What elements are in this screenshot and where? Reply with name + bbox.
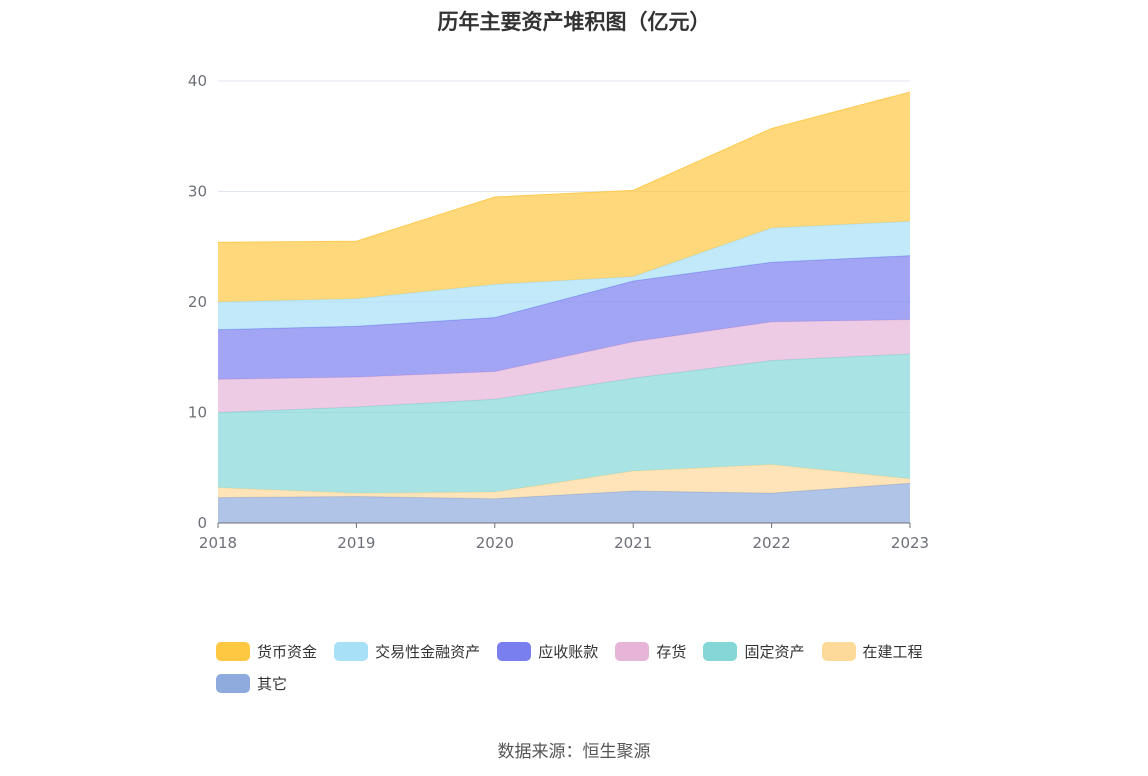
y-tick-label: 0 xyxy=(197,514,207,532)
legend-swatch xyxy=(334,641,369,661)
legend-swatch xyxy=(497,641,532,661)
data-source: 数据来源：恒生聚源 xyxy=(497,742,651,762)
legend-swatch xyxy=(615,641,650,661)
legend-label: 固定资产 xyxy=(744,642,805,661)
area-其它 xyxy=(218,483,910,523)
area-固定资产 xyxy=(218,353,910,494)
y-tick-label: 20 xyxy=(188,293,207,311)
y-tick-label: 40 xyxy=(188,72,207,90)
area-交易性金融资产 xyxy=(218,221,910,330)
y-tick-label: 10 xyxy=(188,404,207,422)
area-应收账款 xyxy=(218,255,910,380)
legend-item-other[interactable]: 其它 xyxy=(216,672,287,694)
legend-label: 其它 xyxy=(257,674,288,693)
legend-item-construction-in-progress[interactable]: 在建工程 xyxy=(821,640,923,662)
chart-title: 历年主要资产堆积图（亿元） xyxy=(437,10,711,34)
area-series xyxy=(217,91,911,523)
legend-item-receivables[interactable]: 应收账款 xyxy=(497,640,598,662)
legend-swatch xyxy=(821,641,856,661)
axes: 0 10 20 30 40 2018 2019 2020 2021 2022 2023 xyxy=(188,72,929,552)
area-edge-货币资金 xyxy=(217,91,911,243)
area-货币资金 xyxy=(218,92,910,302)
legend-label: 应收账款 xyxy=(538,642,599,661)
x-tick-label: 2019 xyxy=(337,534,375,552)
x-tick-label: 2020 xyxy=(476,534,514,552)
x-tick-label: 2021 xyxy=(614,534,652,552)
legend-swatch xyxy=(703,641,738,661)
legend-label: 在建工程 xyxy=(862,642,923,661)
legend-item-cash[interactable]: 货币资金 xyxy=(216,640,317,662)
legend-swatch xyxy=(216,673,250,693)
area-存货 xyxy=(218,319,910,413)
legend-label: 货币资金 xyxy=(257,642,318,661)
legend-item-inventory[interactable]: 存货 xyxy=(615,640,686,662)
legend-label: 存货 xyxy=(656,642,687,661)
legend-item-trading-financial-assets[interactable]: 交易性金融资产 xyxy=(334,640,480,662)
x-tick-label: 2018 xyxy=(199,534,237,552)
x-tick-label: 2023 xyxy=(891,534,929,552)
legend-label: 交易性金融资产 xyxy=(375,642,481,661)
x-tick-label: 2022 xyxy=(753,534,791,552)
legend-swatch xyxy=(216,641,250,661)
legend: 货币资金 交易性金融资产 应收账款 存货 固定资产 在建工程 其它 xyxy=(216,640,956,704)
y-tick-label: 30 xyxy=(188,183,207,201)
legend-item-fixed-assets[interactable]: 固定资产 xyxy=(703,640,804,662)
